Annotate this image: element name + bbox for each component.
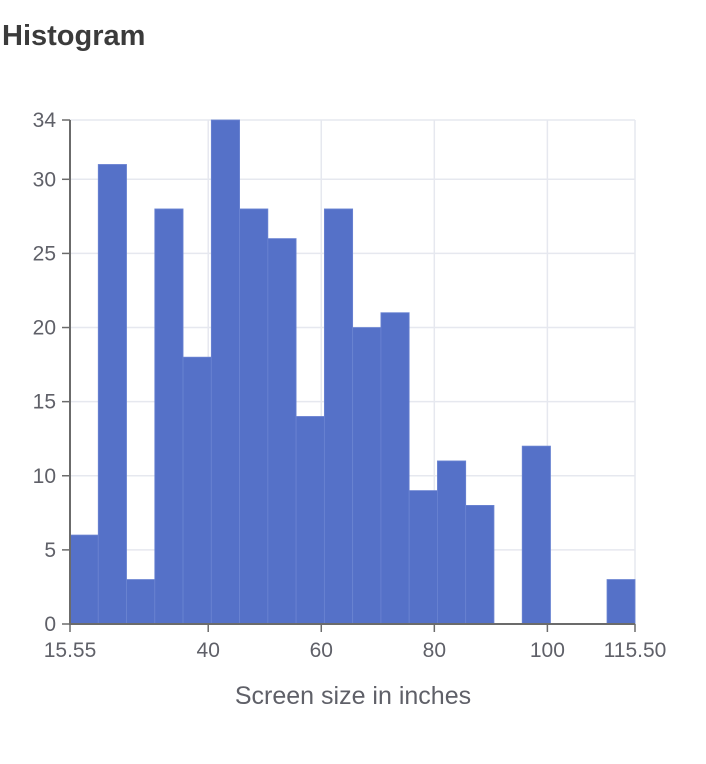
histogram-bars (69, 119, 636, 625)
y-tick-label: 34 (33, 109, 57, 132)
y-tick-label: 25 (33, 242, 56, 265)
histogram-bar[interactable] (606, 579, 636, 625)
x-tick-label: 40 (197, 639, 220, 662)
x-tick-label: 100 (530, 639, 565, 662)
y-tick-label: 10 (33, 465, 56, 488)
axes (69, 120, 635, 625)
y-tick-label: 20 (33, 317, 56, 340)
x-tick-label: 60 (310, 639, 333, 662)
histogram-bar[interactable] (408, 490, 438, 625)
histogram-bar[interactable] (380, 312, 410, 625)
histogram-bar[interactable] (437, 460, 467, 625)
y-tick-label: 0 (44, 613, 56, 636)
histogram-bar[interactable] (97, 164, 127, 625)
y-tick-label: 15 (33, 391, 56, 414)
histogram-bar[interactable] (182, 356, 212, 625)
histogram-bar[interactable] (352, 327, 382, 625)
y-tick-label: 5 (44, 539, 56, 562)
histogram-bar[interactable] (126, 579, 156, 625)
x-tick-label: 15.55 (44, 639, 97, 662)
histogram-bar[interactable] (154, 208, 184, 625)
histogram-bar[interactable] (69, 534, 99, 625)
histogram-bar[interactable] (521, 445, 551, 625)
x-axis-label: Screen size in inches (235, 682, 471, 710)
page-title: Histogram (2, 20, 146, 52)
y-tick-label: 30 (33, 168, 56, 191)
histogram-bar[interactable] (295, 416, 325, 625)
histogram-bar[interactable] (210, 119, 240, 625)
x-tick-label: 115.50 (604, 639, 667, 662)
x-axis-ticks: 15.55 40 60 80 100 115.50 (44, 624, 667, 662)
x-tick-label: 80 (423, 639, 446, 662)
y-axis-ticks: 0 5 10 15 20 25 30 34 (33, 109, 70, 636)
histogram-bar[interactable] (239, 208, 269, 625)
histogram-bar[interactable] (465, 505, 495, 625)
histogram-bar[interactable] (323, 208, 354, 625)
histogram-bar[interactable] (267, 238, 297, 625)
